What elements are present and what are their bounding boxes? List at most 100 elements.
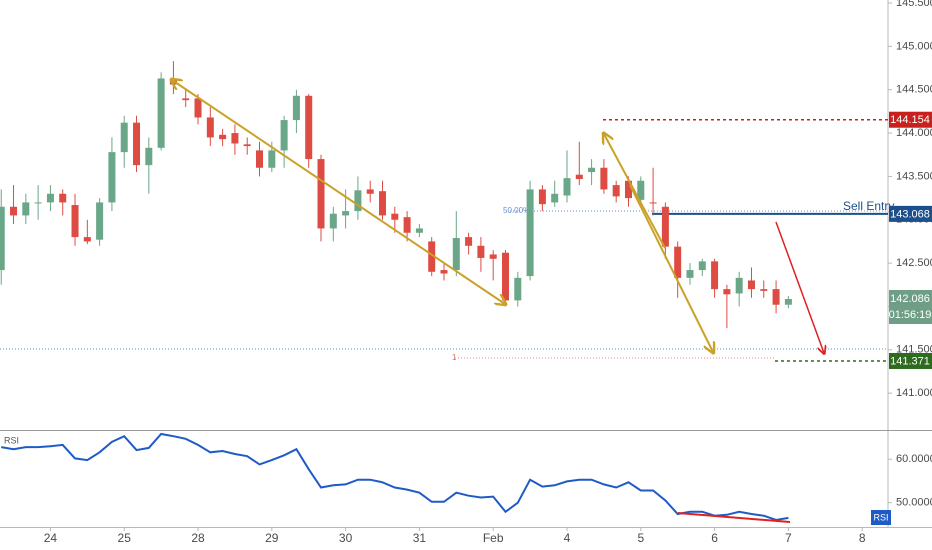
forecast-arrow [775,221,824,353]
candle-body [133,122,141,166]
level-tag-label: 144.154 [890,114,930,126]
candle-body [108,152,116,203]
pane-title: RSI [4,435,19,445]
annotation: 1 [452,353,457,362]
x-tick-label: 31 [413,531,427,545]
candle-body [59,193,67,203]
candle-body [784,299,792,305]
y-tick-label: 60.0000 [896,453,932,465]
drawings [172,80,824,523]
level-tag-label: 143.068 [890,208,930,220]
x-tick-label: 30 [339,531,353,545]
last-price-tag [889,290,932,325]
candle-body [182,98,190,101]
x-tick-label: 8 [859,531,866,545]
y-tick-label: 145.000 [896,40,932,52]
candle-body [354,190,362,212]
candle-body [83,237,91,242]
candle-body [342,211,350,216]
x-tick-label: 24 [44,531,58,545]
pane-tag-label: RSI [873,512,888,522]
candle-body [649,202,657,204]
y-tick-label: 142.500 [896,257,932,269]
candle-body [735,277,743,294]
annotation: 50.00% [503,206,530,215]
y-tick-label: 145.500 [896,0,932,9]
candle-body [71,205,79,238]
candle-body [514,277,522,301]
candle-body [256,150,264,168]
level-tag [889,352,932,369]
countdown: 01:56:19 [889,309,932,321]
candle-body [711,261,719,290]
candle-body [145,147,153,166]
trend-arrow [604,134,666,249]
candle-body [0,206,5,271]
candle-body [538,189,546,205]
candle-body [292,95,300,121]
candle-body [391,213,399,220]
candle-body [231,133,239,144]
candle-body [465,237,473,246]
candle-body [674,246,682,278]
y-tick-label: 144.500 [896,84,932,96]
x-tick-label: 5 [637,531,644,545]
candle-body [317,159,325,229]
x-tick-label: 4 [564,531,571,545]
y-tick-label: 50.0000 [896,497,932,509]
candle-body [747,280,755,290]
pane-tag [871,510,891,525]
candle-body [34,202,42,204]
candle-body [194,98,202,118]
candle-body [379,191,387,216]
rsi-line [1,432,789,522]
divergence-line [677,512,791,523]
level-tag [889,111,932,128]
candle-body [206,117,214,138]
candle-body [563,178,571,196]
candle-body [120,122,128,153]
candle-body [723,289,731,295]
candle-body [612,185,620,197]
y-tick-label: 143.500 [896,170,932,182]
candle-body [440,270,448,274]
candle-body [600,167,608,190]
level-tag-label: 141.371 [890,355,930,367]
candle-body [22,202,30,216]
candle-body [46,193,54,203]
candle-body [452,237,460,271]
axes [0,0,932,528]
annotation: Sell Entry [843,199,894,213]
candle-body [329,213,337,229]
candle-body [686,270,694,278]
candle-body [698,261,706,271]
candle-body [501,252,509,301]
candle-body [588,167,596,173]
candle-body [305,95,313,160]
candle-body [403,217,411,233]
y-tick-label: 144.000 [896,127,932,139]
candle-body [280,120,288,151]
trend-arrow [172,80,505,304]
candle-body [157,78,165,148]
x-tick-label: 7 [785,531,792,545]
trend-arrow [629,184,713,352]
x-tick-label: 6 [711,531,718,545]
candle-body [219,134,227,140]
candle-body [637,180,645,200]
candle-body [243,144,251,147]
candle-body [366,189,374,194]
y-tick-label: 141.000 [896,387,932,399]
x-tick-label: 25 [118,531,132,545]
x-tick-label: Feb [483,531,504,545]
candle-body [772,289,780,305]
candle-body [489,254,497,259]
candle-body [760,289,768,291]
x-tick-label: 28 [191,531,205,545]
candle-body [526,189,534,277]
candle-body [10,206,18,216]
x-tick-label: 29 [265,531,279,545]
